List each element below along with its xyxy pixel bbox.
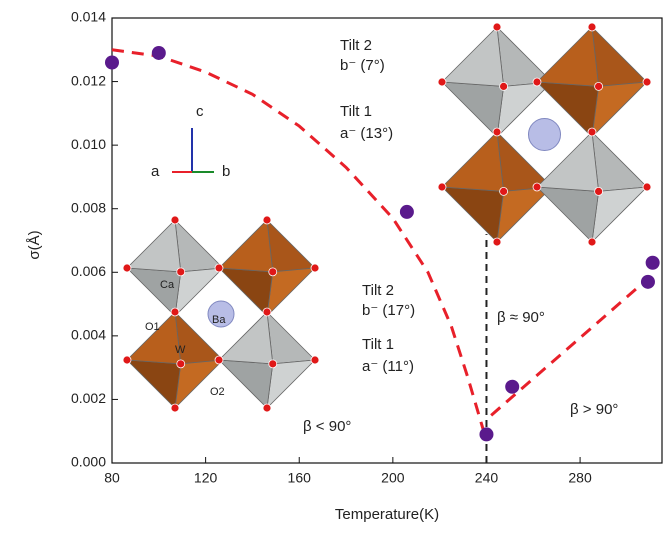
data-point xyxy=(641,275,655,289)
annotation: β < 90° xyxy=(303,418,351,435)
annotation: Tilt 2 xyxy=(362,282,394,299)
data-point xyxy=(505,380,519,394)
y-tick-label: 0.014 xyxy=(71,9,106,25)
data-point xyxy=(479,427,493,441)
oxygen-atom xyxy=(438,183,446,191)
x-tick-label: 280 xyxy=(568,470,592,486)
annotation: Tilt 1 xyxy=(362,336,394,353)
y-tick-label: 0.012 xyxy=(71,72,106,88)
atom-label: O2 xyxy=(210,386,225,398)
oxygen-atom xyxy=(588,238,596,246)
oxygen-atom xyxy=(215,264,223,272)
oxygen-atom xyxy=(595,82,603,90)
annotation: β ≈ 90° xyxy=(497,309,545,326)
annotation: b⁻ (7°) xyxy=(340,57,385,74)
atom-label: Ba xyxy=(212,314,226,326)
annotation: β > 90° xyxy=(570,401,618,418)
annotation: Tilt 1 xyxy=(340,103,372,120)
oxygen-atom xyxy=(215,356,223,364)
oxygen-atom xyxy=(533,78,541,86)
oxygen-atom xyxy=(263,308,271,316)
oxygen-atom xyxy=(269,268,277,276)
atom-label: W xyxy=(175,344,186,356)
oxygen-atom xyxy=(493,23,501,31)
oxygen-atom xyxy=(177,360,185,368)
oxygen-atom xyxy=(438,78,446,86)
atom-label: Ca xyxy=(160,279,175,291)
y-tick-label: 0.006 xyxy=(71,263,106,279)
oxygen-atom xyxy=(177,268,185,276)
oxygen-atom xyxy=(588,23,596,31)
oxygen-atom xyxy=(643,78,651,86)
data-point xyxy=(400,205,414,219)
oxygen-atom xyxy=(595,187,603,195)
oxygen-atom xyxy=(171,404,179,412)
annotation: Tilt 2 xyxy=(340,37,372,54)
axis-label: a xyxy=(151,163,160,180)
data-point xyxy=(646,256,660,270)
ba-atom xyxy=(529,119,561,151)
x-tick-label: 120 xyxy=(194,470,218,486)
y-tick-label: 0.002 xyxy=(71,390,106,406)
oxygen-atom xyxy=(493,238,501,246)
x-tick-label: 200 xyxy=(381,470,405,486)
oxygen-atom xyxy=(263,404,271,412)
oxygen-atom xyxy=(643,183,651,191)
x-tick-label: 80 xyxy=(104,470,120,486)
y-tick-label: 0.010 xyxy=(71,136,106,152)
oxygen-atom xyxy=(269,360,277,368)
annotation: a⁻ (11°) xyxy=(362,358,414,375)
oxygen-atom xyxy=(123,264,131,272)
x-tick-label: 160 xyxy=(288,470,312,486)
x-axis-label: Temperature(K) xyxy=(335,506,439,523)
data-point xyxy=(152,46,166,60)
oxygen-atom xyxy=(500,82,508,90)
oxygen-atom xyxy=(123,356,131,364)
oxygen-atom xyxy=(311,264,319,272)
y-tick-label: 0.008 xyxy=(71,199,106,215)
atom-label: O1 xyxy=(145,321,160,333)
oxygen-atom xyxy=(263,216,271,224)
annotation: b⁻ (17°) xyxy=(362,302,415,319)
annotation: a⁻ (13°) xyxy=(340,125,393,142)
fit-line xyxy=(491,279,648,416)
y-tick-label: 0.004 xyxy=(71,327,106,343)
oxygen-atom xyxy=(171,216,179,224)
oxygen-atom xyxy=(500,187,508,195)
oxygen-atom xyxy=(588,128,596,136)
oxygen-atom xyxy=(533,183,541,191)
chart: Temperature(K) σ(Å) c a b Tilt 2 b⁻ (7°)… xyxy=(0,0,667,528)
x-tick-label: 240 xyxy=(475,470,499,486)
axis-label: c xyxy=(196,103,204,120)
oxygen-atom xyxy=(311,356,319,364)
y-tick-label: 0.000 xyxy=(71,454,106,470)
oxygen-atom xyxy=(171,308,179,316)
data-point xyxy=(105,56,119,70)
y-axis-label: σ(Å) xyxy=(26,230,43,259)
oxygen-atom xyxy=(493,128,501,136)
axis-label: b xyxy=(222,163,230,180)
